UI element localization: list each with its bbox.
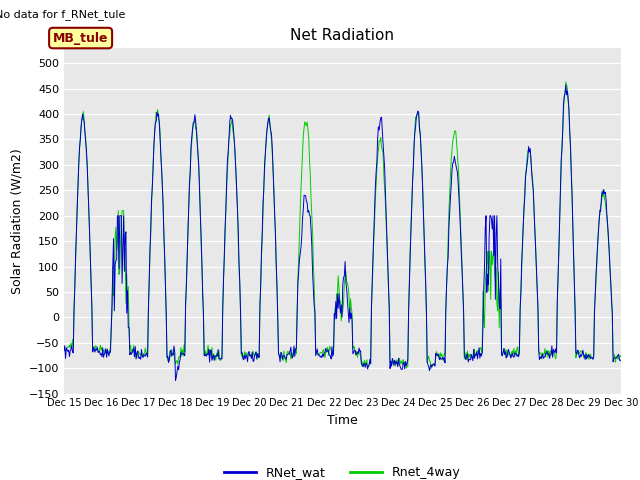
Line: RNet_wat: RNet_wat — [64, 85, 621, 380]
Rnet_4way — [428, 366, 435, 372]
Y-axis label: Solar Radiation (W/m2): Solar Radiation (W/m2) — [10, 148, 23, 294]
Text: No data for f_RNet_tule: No data for f_RNet_tule — [0, 9, 125, 20]
RNet_wat — [562, 82, 570, 88]
Title: Net Radiation: Net Radiation — [291, 28, 394, 43]
X-axis label: Time: Time — [327, 414, 358, 427]
Rnet_4way — [617, 354, 625, 360]
Text: MB_tule: MB_tule — [53, 32, 108, 45]
Line: Rnet_4way: Rnet_4way — [64, 82, 621, 369]
RNet_wat — [185, 205, 193, 211]
RNet_wat — [127, 351, 135, 357]
Rnet_4way — [214, 351, 221, 357]
Rnet_4way — [410, 146, 418, 152]
RNet_wat — [214, 347, 222, 352]
RNet_wat — [617, 357, 625, 363]
RNet_wat — [411, 130, 419, 135]
Rnet_4way — [127, 351, 135, 357]
RNet_wat — [70, 305, 78, 311]
RNet_wat — [172, 377, 179, 383]
Rnet_4way — [60, 346, 68, 351]
RNet_wat — [60, 348, 68, 353]
Rnet_4way — [562, 79, 570, 85]
Rnet_4way — [184, 228, 192, 233]
Legend: RNet_wat, Rnet_4way: RNet_wat, Rnet_4way — [220, 461, 465, 480]
RNet_wat — [428, 362, 435, 368]
Rnet_4way — [426, 359, 434, 364]
Rnet_4way — [70, 305, 78, 311]
